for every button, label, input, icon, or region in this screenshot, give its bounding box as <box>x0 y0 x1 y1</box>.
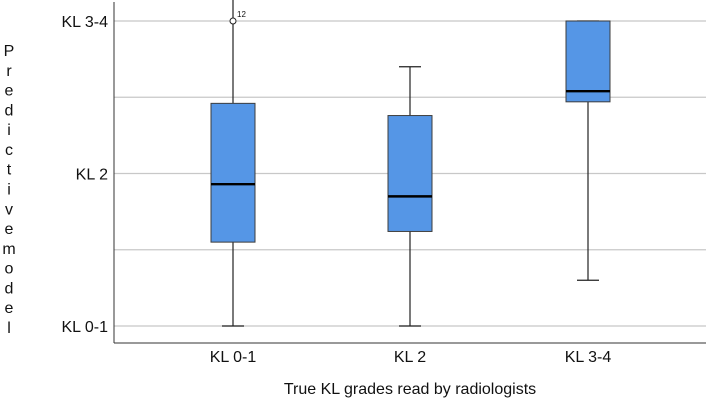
x-tick-label: KL 3-4 <box>565 349 612 366</box>
y-tick-label: KL 0-1 <box>61 319 108 336</box>
box <box>565 20 611 103</box>
y-tick-label: KL 3-4 <box>61 14 108 31</box>
box <box>210 102 256 243</box>
x-tick-label: KL 2 <box>394 349 426 366</box>
outlier-label: 12 <box>237 10 246 19</box>
x-axis-title: True KL grades read by radiologists <box>284 381 536 398</box>
box <box>387 115 433 232</box>
y-tick-label: KL 2 <box>76 167 108 184</box>
x-tick-label: KL 0-1 <box>210 349 257 366</box>
outlier-point <box>229 17 237 25</box>
